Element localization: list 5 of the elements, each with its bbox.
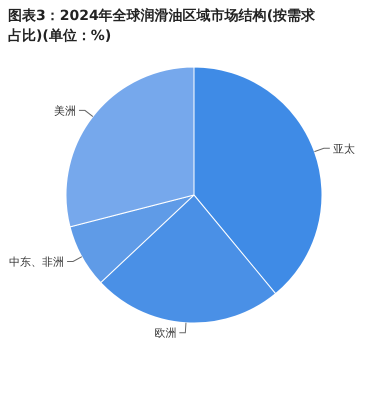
slice-label: 中东、非洲	[9, 255, 64, 268]
chart-title: 图表3：2024年全球润滑油区域市场结构(按需求占比)(单位：%)	[8, 6, 316, 46]
slice-label: 亚太	[332, 142, 355, 156]
slice-label: 美洲	[54, 104, 76, 118]
slice-label: 欧洲	[154, 326, 176, 340]
